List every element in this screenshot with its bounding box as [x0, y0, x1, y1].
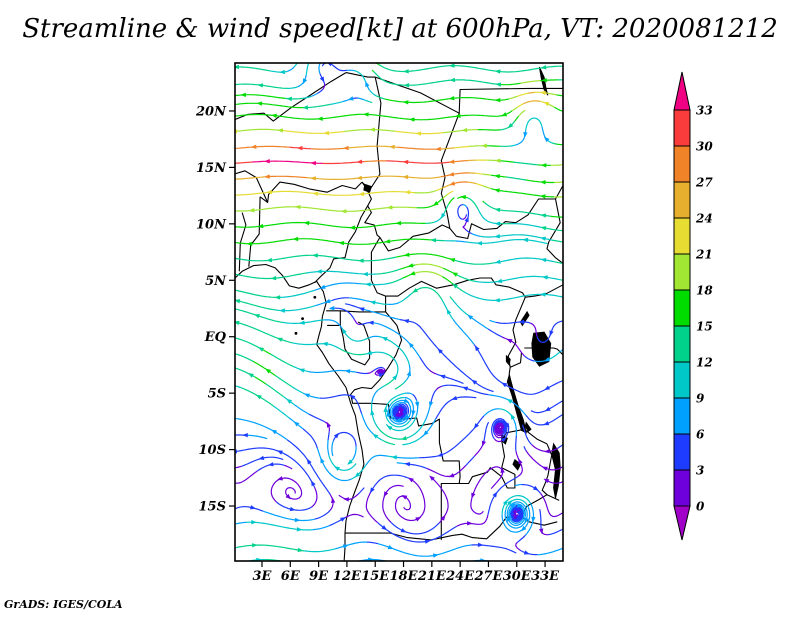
grads-credit: GrADS: IGES/COLA — [4, 598, 123, 611]
colorbar-label: 0 — [696, 500, 705, 514]
streamlines — [235, 63, 563, 561]
y-tick-label: 20N — [195, 104, 227, 119]
x-tick-label: 18E — [390, 569, 419, 584]
y-tick-label: 15N — [196, 161, 227, 176]
colorbar-label: 30 — [696, 140, 713, 154]
x-tick-label: 33E — [531, 569, 560, 584]
colorbar-label: 24 — [695, 212, 713, 226]
x-tick-label: 12E — [333, 569, 362, 584]
x-tick-label: 6E — [281, 569, 301, 584]
colorbar-label: 15 — [696, 320, 713, 334]
y-tick-label: 5N — [205, 274, 227, 289]
y-tick-label: 15S — [199, 500, 226, 515]
colorbar-label: 6 — [696, 428, 705, 442]
y-tick-label: EQ — [204, 330, 227, 345]
x-tick-label: 3E — [253, 569, 273, 584]
x-tick-label: 9E — [309, 569, 329, 584]
colorbar-label: 33 — [696, 104, 713, 118]
colorbar-label: 9 — [696, 392, 705, 406]
y-tick-label: 10S — [199, 443, 226, 458]
x-tick-label: 15E — [361, 569, 390, 584]
x-tick-label: 24E — [445, 569, 475, 584]
x-tick-label: 21E — [417, 569, 447, 584]
colorbar-label: 18 — [696, 284, 713, 298]
country-borders — [235, 72, 563, 561]
chart-title: Streamline & wind speed[kt] at 600hPa, V… — [22, 14, 778, 44]
x-tick-label: 30E — [503, 569, 532, 584]
colorbar-label: 27 — [695, 176, 713, 190]
colorbar-label: 3 — [696, 464, 704, 478]
colorbar-label: 12 — [696, 356, 713, 370]
y-tick-label: 10N — [196, 217, 227, 232]
y-tick-label: 5S — [208, 387, 226, 402]
x-tick-label: 27E — [473, 569, 503, 584]
colorbar-label: 21 — [695, 248, 713, 262]
